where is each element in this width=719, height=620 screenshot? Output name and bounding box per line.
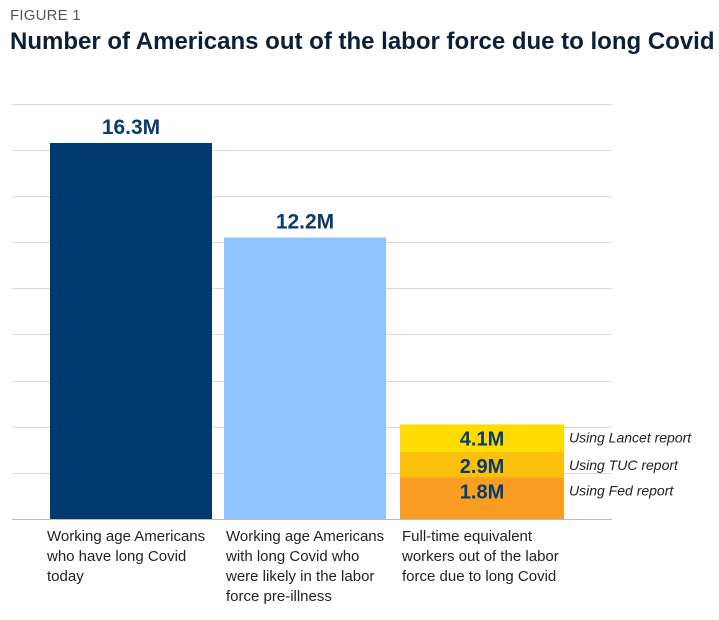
estimate-value-label-1: 4.1M <box>460 428 504 450</box>
chart-title: Number of Americans out of the labor for… <box>10 28 715 55</box>
figure-label: FIGURE 1 <box>10 7 81 24</box>
estimate-value-label-2: 2.9M <box>460 456 504 478</box>
estimate-annotation-1: Using Lancet report <box>569 429 692 445</box>
bar-value-label-2: 12.2M <box>276 211 334 234</box>
bar-2 <box>224 237 386 519</box>
category-label-1: Working age Americans who have long Covi… <box>47 528 206 585</box>
estimate-bar-3 <box>400 477 564 519</box>
bar-1 <box>50 143 212 519</box>
estimate-annotation-2: Using TUC report <box>569 457 679 473</box>
bar-value-label-1: 16.3M <box>102 116 160 139</box>
category-label-2: Working age Americans with long Covid wh… <box>226 528 385 605</box>
estimate-value-label-3: 1.8M <box>460 481 504 503</box>
estimate-annotation-3: Using Fed report <box>569 482 674 498</box>
category-label-3: Full-time equivalent workers out of the … <box>402 528 559 585</box>
